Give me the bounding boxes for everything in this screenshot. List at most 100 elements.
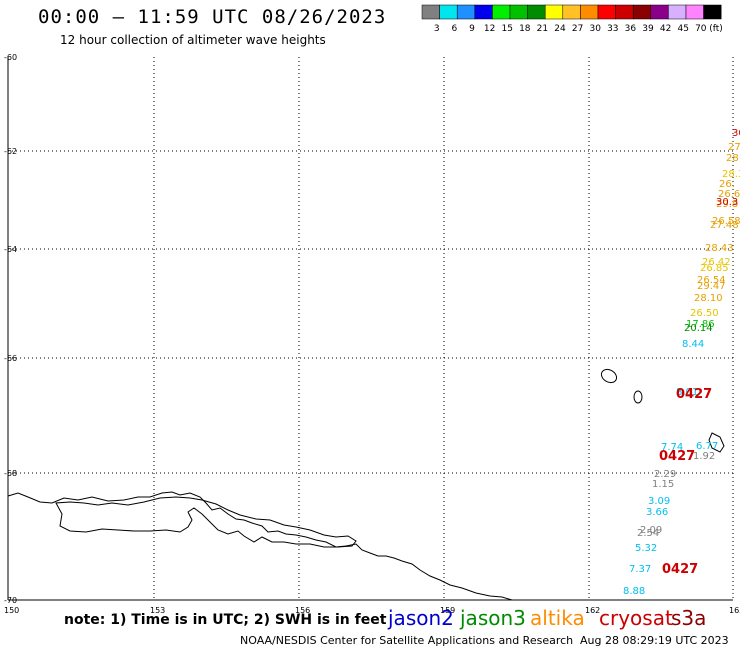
wave-height-label: 2.29: [654, 469, 676, 480]
wave-height-label: 26.42: [702, 257, 731, 268]
lat-label: -60: [4, 53, 17, 62]
lat-label: -62: [4, 147, 17, 156]
wave-height-label: 26.: [719, 179, 735, 190]
wave-height-label: 8.44: [682, 339, 704, 350]
legend-swatch: [509, 4, 528, 20]
legend-swatch: [527, 4, 546, 20]
wave-height-label: 26.50: [690, 308, 719, 319]
wave-height-label: 3.66: [646, 507, 668, 518]
wave-height-label: 6.77: [696, 441, 718, 452]
wave-height-label: 5.32: [635, 543, 657, 554]
lon-label: 159: [440, 606, 455, 615]
legend-label: 33: [607, 24, 618, 34]
satellite-name: cryosat: [599, 606, 673, 630]
legend-label: 6: [452, 24, 458, 34]
generated-timestamp: Aug 28 08:29:19 UTC 2023: [580, 634, 729, 647]
legend-swatch: [615, 4, 634, 20]
legend-swatch: [456, 4, 476, 20]
color-legend: 3 6 9 12 15 18 21 24 27 30 33 36 39 42 45 70 (ft): [421, 4, 723, 34]
wave-height-label: 28.3: [722, 169, 740, 180]
footer-note: note: 1) Time is in UTC; 2) SWH is in fe…: [64, 612, 387, 628]
wave-height-label: 2.09: [640, 525, 662, 536]
lon-label: 156: [295, 606, 310, 615]
legend-swatch: [685, 4, 704, 20]
wave-height-label: 27: [728, 142, 740, 153]
wave-height-label: 29.8: [716, 199, 738, 210]
coastline-main: [7, 491, 513, 601]
satellite-name: jason2: [388, 606, 454, 630]
legend-label: 18: [519, 24, 531, 34]
wave-height-label: 26.85: [700, 263, 729, 274]
wave-height-label: 28.43: [705, 243, 734, 254]
legend-label: 27: [572, 24, 583, 34]
lat-label: -64: [4, 245, 17, 254]
map-subtitle: 12 hour collection of altimeter wave hei…: [60, 33, 326, 47]
wave-height-label: 30: [732, 128, 740, 139]
lat-label: -66: [4, 354, 17, 363]
lat-label: -68: [4, 469, 17, 478]
wave-height-label: 26.54: [697, 275, 726, 286]
island-outline: [633, 390, 643, 404]
legend-label: 42: [660, 24, 671, 34]
legend-swatch: [597, 4, 616, 20]
lat-label: -70: [4, 596, 17, 605]
wave-height-label: 8.88: [623, 586, 645, 597]
wave-height-label: 2.54: [637, 528, 659, 539]
legend-label: 45: [677, 24, 688, 34]
legend-swatch: [421, 4, 440, 20]
lat-lon-grid: [8, 57, 734, 600]
wave-height-label: 0427: [659, 449, 695, 464]
wave-height-label: 8.01: [676, 387, 698, 398]
wave-height-label: 7.37: [629, 564, 651, 575]
map-title: 00:00 — 11:59 UTC 08/26/2023: [38, 6, 387, 28]
wave-height-label: 28: [726, 153, 739, 164]
wave-height-label: 1.92: [693, 451, 715, 462]
wave-height-label: 20.14: [684, 323, 713, 334]
legend-label: 24: [554, 24, 566, 34]
legend-swatch: [632, 4, 652, 20]
island-outline: [600, 368, 618, 384]
legend-label: 9: [469, 24, 475, 34]
wave-height-label: 17.86: [686, 319, 715, 330]
legend-label: 15: [501, 24, 512, 34]
lon-label: 162: [585, 606, 600, 615]
ice-shelf-outline: [55, 496, 357, 548]
satellite-name: jason3: [460, 606, 526, 630]
wave-height-label: 26.6: [718, 189, 740, 200]
wave-height-label: 3.09: [648, 496, 670, 507]
lon-label: 153: [150, 606, 165, 615]
wave-height-label: 28.10: [694, 293, 723, 304]
legend-unit: (ft): [709, 24, 723, 34]
legend-label: 12: [484, 24, 495, 34]
legend-swatch: [492, 4, 511, 20]
wave-height-label: 30.3: [716, 197, 738, 208]
legend-label: 70: [695, 24, 707, 34]
legend-swatch: [562, 4, 581, 20]
legend-swatch: [703, 4, 722, 20]
map-frame: [7, 57, 733, 601]
lon-label: 165: [729, 606, 740, 615]
legend-swatch: [580, 4, 599, 20]
credit-text: NOAA/NESDIS Center for Satellite Applica…: [240, 634, 574, 647]
legend-label: 30: [589, 24, 601, 34]
legend-label: 21: [537, 24, 548, 34]
legend-label: 3: [434, 24, 440, 34]
island-outline: [708, 432, 725, 453]
wave-height-label: 7.74: [661, 442, 683, 453]
wave-height-label: 26.58: [712, 216, 740, 227]
wave-height-label: 29.47: [697, 281, 726, 292]
legend-swatch: [668, 4, 687, 20]
coastline: [7, 368, 725, 601]
wave-height-label: 27.48: [710, 220, 739, 231]
lon-label: 150: [4, 606, 19, 615]
legend-swatch: [650, 4, 669, 20]
legend-label: 36: [625, 24, 637, 34]
wave-height-label: 1.15: [652, 479, 674, 490]
satellite-name: s3a: [671, 606, 707, 630]
satellite-name: altika: [530, 606, 585, 630]
legend-swatch: [439, 4, 458, 20]
wave-height-label: 0427: [662, 562, 698, 577]
